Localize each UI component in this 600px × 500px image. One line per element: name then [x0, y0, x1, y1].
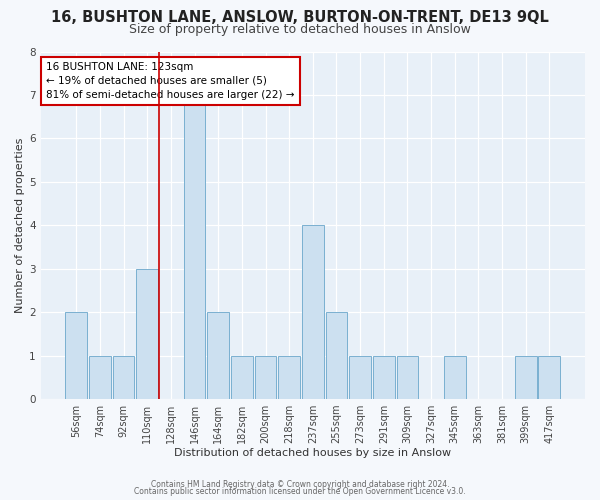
Bar — [326, 312, 347, 399]
Bar — [444, 356, 466, 399]
Bar — [515, 356, 536, 399]
Bar — [278, 356, 300, 399]
Bar — [89, 356, 111, 399]
Text: 16 BUSHTON LANE: 123sqm
← 19% of detached houses are smaller (5)
81% of semi-det: 16 BUSHTON LANE: 123sqm ← 19% of detache… — [46, 62, 295, 100]
Y-axis label: Number of detached properties: Number of detached properties — [15, 138, 25, 313]
Text: 16, BUSHTON LANE, ANSLOW, BURTON-ON-TRENT, DE13 9QL: 16, BUSHTON LANE, ANSLOW, BURTON-ON-TREN… — [51, 10, 549, 25]
Bar — [208, 312, 229, 399]
Text: Size of property relative to detached houses in Anslow: Size of property relative to detached ho… — [129, 22, 471, 36]
Bar — [113, 356, 134, 399]
Bar — [65, 312, 87, 399]
Bar — [254, 356, 277, 399]
Bar — [349, 356, 371, 399]
Bar — [231, 356, 253, 399]
Text: Contains public sector information licensed under the Open Government Licence v3: Contains public sector information licen… — [134, 487, 466, 496]
Bar — [397, 356, 418, 399]
Bar — [373, 356, 395, 399]
Text: Contains HM Land Registry data © Crown copyright and database right 2024.: Contains HM Land Registry data © Crown c… — [151, 480, 449, 489]
Bar — [538, 356, 560, 399]
X-axis label: Distribution of detached houses by size in Anslow: Distribution of detached houses by size … — [174, 448, 451, 458]
Bar — [184, 95, 205, 399]
Bar — [136, 268, 158, 399]
Bar — [302, 225, 324, 399]
